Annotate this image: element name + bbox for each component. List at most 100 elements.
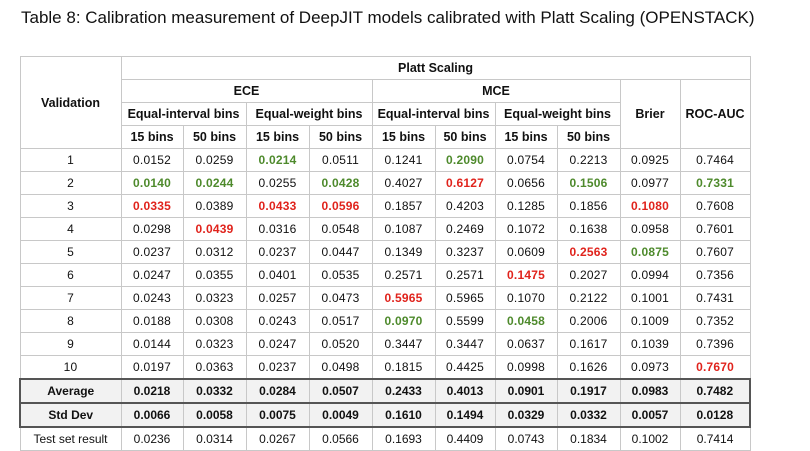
table-cell: 0.0152 [120, 148, 184, 172]
row-label: 5 [19, 240, 122, 264]
table-cell: 0.0247 [120, 263, 184, 287]
table-row: 10 0.0197 0.0363 0.0237 0.0498 0.1815 0.4425 0.… [19, 355, 751, 380]
mce-equal-interval-header: Equal-interval bins [371, 102, 496, 126]
table-cell: 0.0389 [182, 194, 247, 218]
table-cell: 0.4013 [434, 378, 496, 404]
table-cell: 0.7670 [679, 355, 751, 380]
table-cell: 0.0609 [494, 240, 558, 264]
table-cell: 0.2563 [556, 240, 621, 264]
table-cell: 0.0244 [182, 171, 247, 195]
table-cell: 0.0507 [308, 378, 373, 404]
row-label: 1 [19, 148, 122, 172]
table-cell: 0.1070 [494, 286, 558, 310]
table-cell: 0.7464 [679, 148, 751, 172]
table-row: 1 0.0152 0.0259 0.0214 0.0511 0.1241 0.2090 0.0… [19, 148, 751, 172]
table-cell: 0.0458 [494, 309, 558, 333]
table-cell: 0.2571 [371, 263, 436, 287]
table-cell: 0.7331 [679, 171, 751, 195]
table-cell: 0.1494 [434, 402, 496, 428]
table-cell: 0.0144 [120, 332, 184, 356]
table-cell: 0.0316 [245, 217, 310, 241]
table-cell: 0.5965 [434, 286, 496, 310]
table-cell: 0.1626 [556, 355, 621, 380]
table-cell: 0.7414 [679, 426, 751, 451]
table-cell: 0.0075 [245, 402, 310, 428]
table-cell: 0.4203 [434, 194, 496, 218]
table-cell: 0.1087 [371, 217, 436, 241]
table-cell: 0.0257 [245, 286, 310, 310]
table-row: 7 0.0243 0.0323 0.0257 0.0473 0.5965 0.5965 0.1… [19, 286, 751, 310]
table-cell: 0.0998 [494, 355, 558, 380]
table-cell: 0.0237 [120, 240, 184, 264]
table-cell: 0.0218 [120, 378, 184, 404]
table-cell: 0.1638 [556, 217, 621, 241]
table-cell: 0.0656 [494, 171, 558, 195]
table-cell: 0.0214 [245, 148, 310, 172]
table-cell: 0.1693 [371, 426, 436, 451]
table-cell: 0.0308 [182, 309, 247, 333]
table-cell: 0.0188 [120, 309, 184, 333]
bins-header: 50 bins [182, 125, 247, 149]
table-cell: 0.1080 [619, 194, 681, 218]
row-label: Test set result [19, 426, 122, 451]
table-row: 3 0.0335 0.0389 0.0433 0.0596 0.1857 0.4203 0.1… [19, 194, 751, 218]
row-label: 10 [19, 355, 122, 380]
table-body: 1 0.0152 0.0259 0.0214 0.0511 0.1241 0.2090 0.0… [19, 148, 752, 451]
table-cell: 0.3237 [434, 240, 496, 264]
table-cell: 0.0754 [494, 148, 558, 172]
table-cell: 0.1610 [371, 402, 436, 428]
table-cell: 0.4409 [434, 426, 496, 451]
row-label: 7 [19, 286, 122, 310]
row-label: 6 [19, 263, 122, 287]
table-cell: 0.1856 [556, 194, 621, 218]
table-row: 6 0.0247 0.0355 0.0401 0.0535 0.2571 0.2571 0.1… [19, 263, 751, 287]
table-cell: 0.0743 [494, 426, 558, 451]
table-cell: 0.1834 [556, 426, 621, 451]
table-cell: 0.1917 [556, 378, 621, 404]
table-cell: 0.0267 [245, 426, 310, 451]
table-cell: 0.5965 [371, 286, 436, 310]
table-cell: 0.2571 [434, 263, 496, 287]
table-cell: 0.2090 [434, 148, 496, 172]
mce-header: MCE [371, 79, 621, 103]
table-cell: 0.0973 [619, 355, 681, 380]
table-cell: 0.0237 [245, 355, 310, 380]
test-row: Test set result 0.0236 0.0314 0.0267 0.0566 0… [19, 426, 751, 451]
table-cell: 0.0284 [245, 378, 310, 404]
row-label: 2 [19, 171, 122, 195]
table-cell: 0.0473 [308, 286, 373, 310]
table-cell: 0.0548 [308, 217, 373, 241]
summary-row: Std Dev 0.0066 0.0058 0.0075 0.0049 0.1610 0.1… [19, 402, 752, 428]
brier-header: Brier [619, 79, 681, 149]
table-cell: 0.0255 [245, 171, 310, 195]
table-cell: 0.0237 [245, 240, 310, 264]
bins-header: 50 bins [434, 125, 496, 149]
row-label: 3 [19, 194, 122, 218]
platt-scaling-header: Platt Scaling [120, 56, 751, 80]
table-cell: 0.2122 [556, 286, 621, 310]
table-row: 8 0.0188 0.0308 0.0243 0.0517 0.0970 0.5599 0.0… [19, 309, 751, 333]
table-cell: 0.4425 [434, 355, 496, 380]
table-cell: 0.7482 [679, 378, 752, 404]
ece-header: ECE [120, 79, 373, 103]
table-cell: 0.7608 [679, 194, 751, 218]
table-cell: 0.2213 [556, 148, 621, 172]
table-cell: 0.0312 [182, 240, 247, 264]
table-cell: 0.2027 [556, 263, 621, 287]
table-cell: 0.0439 [182, 217, 247, 241]
table-cell: 0.0243 [245, 309, 310, 333]
table-cell: 0.7352 [679, 309, 751, 333]
table-cell: 0.1009 [619, 309, 681, 333]
bins-header: 15 bins [245, 125, 310, 149]
table-cell: 0.5599 [434, 309, 496, 333]
table-cell: 0.7431 [679, 286, 751, 310]
table-cell: 0.0520 [308, 332, 373, 356]
table-cell: 0.0498 [308, 355, 373, 380]
table-cell: 0.0875 [619, 240, 681, 264]
table-cell: 0.1285 [494, 194, 558, 218]
table-cell: 0.0236 [120, 426, 184, 451]
table-cell: 0.0994 [619, 263, 681, 287]
row-label: 9 [19, 332, 122, 356]
table-cell: 0.0970 [371, 309, 436, 333]
row-label: 4 [19, 217, 122, 241]
